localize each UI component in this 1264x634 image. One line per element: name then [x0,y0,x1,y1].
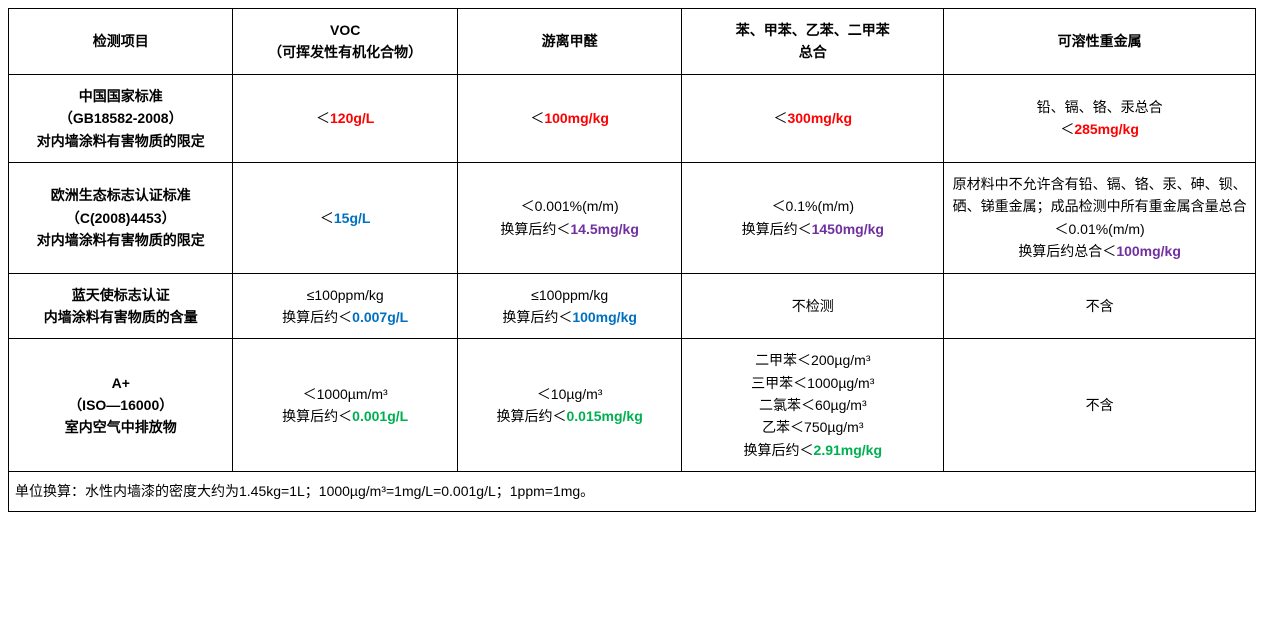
row3-metal: 不含 [944,273,1256,339]
row2-benzene: ＜0.1%(m/m) 换算后约＜1450mg/kg [682,162,944,273]
row1-voc: ＜120g/L [233,74,457,162]
header-col-hcho: 游离甲醛 [457,9,681,75]
row2-label: 欧洲生态标志认证标准 （C(2008)4453） 对内墙涂料有害物质的限定 [9,162,233,273]
row1-hcho: ＜100mg/kg [457,74,681,162]
row4-benzene: 二甲苯＜200µg/m³ 三甲苯＜1000µg/m³ 二氯苯＜60µg/m³ 乙… [682,339,944,472]
row4-metal: 不含 [944,339,1256,472]
row4-hcho: ＜10µg/m³ 换算后约＜0.015mg/kg [457,339,681,472]
row2-hcho: ＜0.001%(m/m) 换算后约＜14.5mg/kg [457,162,681,273]
table-header-row: 检测项目 VOC （可挥发性有机化合物） 游离甲醛 苯、甲苯、乙苯、二甲苯 总合… [9,9,1256,75]
header-col-benzene: 苯、甲苯、乙苯、二甲苯 总合 [682,9,944,75]
row3-hcho: ≤100ppm/kg 换算后约＜100mg/kg [457,273,681,339]
row2-metal: 原材料中不允许含有铅、镉、铬、汞、砷、钡、硒、锑重金属；成品检测中所有重金属含量… [944,162,1256,273]
table-row: 欧洲生态标志认证标准 （C(2008)4453） 对内墙涂料有害物质的限定 ＜1… [9,162,1256,273]
standards-table: 检测项目 VOC （可挥发性有机化合物） 游离甲醛 苯、甲苯、乙苯、二甲苯 总合… [8,8,1256,512]
row2-voc: ＜15g/L [233,162,457,273]
row1-benzene: ＜300mg/kg [682,74,944,162]
header-col-metal: 可溶性重金属 [944,9,1256,75]
table-row: 蓝天使标志认证 内墙涂料有害物质的含量 ≤100ppm/kg 换算后约＜0.00… [9,273,1256,339]
row1-label: 中国国家标准 （GB18582-2008） 对内墙涂料有害物质的限定 [9,74,233,162]
table-row: 中国国家标准 （GB18582-2008） 对内墙涂料有害物质的限定 ＜120g… [9,74,1256,162]
row3-voc: ≤100ppm/kg 换算后约＜0.007g/L [233,273,457,339]
header-col-item: 检测项目 [9,9,233,75]
table-row: A+ （ISO—16000） 室内空气中排放物 ＜1000µm/m³ 换算后约＜… [9,339,1256,472]
row4-voc: ＜1000µm/m³ 换算后约＜0.001g/L [233,339,457,472]
row4-label: A+ （ISO—16000） 室内空气中排放物 [9,339,233,472]
row3-benzene: 不检测 [682,273,944,339]
row1-metal: 铅、镉、铬、汞总合 ＜285mg/kg [944,74,1256,162]
table-footer-row: 单位换算：水性内墙漆的密度大约为1.45kg=1L；1000µg/m³=1mg/… [9,472,1256,511]
header-col-voc: VOC （可挥发性有机化合物） [233,9,457,75]
row3-label: 蓝天使标志认证 内墙涂料有害物质的含量 [9,273,233,339]
footer-note: 单位换算：水性内墙漆的密度大约为1.45kg=1L；1000µg/m³=1mg/… [9,472,1256,511]
